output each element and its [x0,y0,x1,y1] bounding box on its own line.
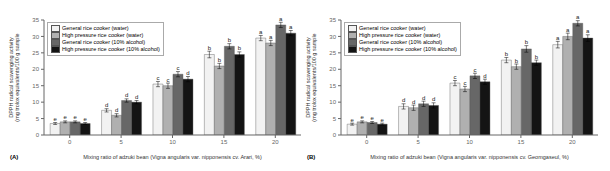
svg-text:b: b [208,45,212,51]
svg-text:10: 10 [466,139,473,145]
html-text:General rice cooker (water): General rice cooker (water) [359,25,426,31]
svg-text:10: 10 [329,99,336,105]
svg-text:c: c [166,77,169,83]
svg-text:20: 20 [329,66,336,72]
svg-text:20: 20 [569,139,576,145]
svg-text:d: d [412,99,415,105]
html-text:High pressure rice cooker (wat: High pressure rice cooker (water) [359,32,441,38]
svg-text:30: 30 [329,34,336,40]
svg-text:a: a [279,16,283,22]
svg-text:b: b [515,58,519,64]
svg-text:10: 10 [169,139,176,145]
svg-text:15: 15 [32,83,39,89]
svg-text:35: 35 [329,17,336,23]
html-text:(B): (B) [307,154,316,160]
svg-text:5: 5 [36,116,40,122]
svg-text:0: 0 [333,132,337,138]
svg-text:a: a [269,34,273,40]
svg-text:e: e [83,116,87,122]
svg-text:a: a [566,27,570,33]
svg-text:a: a [586,28,590,34]
svg-text:10: 10 [32,99,39,105]
svg-text:c: c [463,80,466,86]
svg-text:15: 15 [518,139,525,145]
svg-text:d: d [432,96,435,102]
svg-text:e: e [350,117,354,123]
svg-text:d: d [422,95,425,101]
svg-text:a: a [289,24,293,30]
svg-text:e: e [370,115,374,121]
svg-text:b: b [525,39,529,45]
html-text:General rice cooker (water): General rice cooker (water) [62,25,129,31]
svg-text:30: 30 [32,34,39,40]
svg-text:b: b [535,54,539,60]
html-text:High pressure rice cooker (10%: High pressure rice cooker (10% alcohol) [359,46,457,52]
html-text:High pressure rice cooker (wat: High pressure rice cooker (water) [62,32,144,38]
svg-text:c: c [473,67,476,73]
html-text:General rice cooker (10% alcoh: General rice cooker (10% alcohol) [62,39,146,45]
svg-text:15: 15 [329,83,336,89]
svg-text:Mixing ratio of adzuki bean (V: Mixing ratio of adzuki bean (Vigna angul… [370,154,569,160]
svg-text:25: 25 [32,50,39,56]
svg-text:DPPH radical scavenging activi: DPPH radical scavenging activity(mg trol… [8,33,20,121]
svg-text:b: b [218,57,222,63]
svg-text:0: 0 [365,139,369,145]
svg-text:25: 25 [329,50,336,56]
svg-text:5: 5 [416,139,420,145]
svg-text:0: 0 [68,139,72,145]
svg-text:15: 15 [221,139,228,145]
svg-text:d: d [135,94,138,100]
html-text:(A): (A) [10,154,19,160]
svg-text:d: d [483,73,486,79]
svg-text:d: d [402,97,405,103]
svg-text:a: a [259,29,263,35]
svg-text:c: c [156,75,159,81]
svg-text:a: a [576,14,580,20]
html-text:General rice cooker (10% alcoh: General rice cooker (10% alcohol) [359,39,443,45]
svg-text:e: e [380,117,384,123]
svg-text:b: b [228,37,232,43]
svg-text:5: 5 [119,139,123,145]
svg-text:e: e [360,114,364,120]
svg-text:35: 35 [32,17,39,23]
svg-text:e: e [53,116,57,122]
svg-text:0: 0 [36,132,40,138]
svg-text:d: d [105,102,108,108]
svg-text:a: a [556,35,560,41]
svg-text:c: c [453,74,456,80]
svg-text:b: b [505,51,509,57]
svg-text:e: e [63,114,67,120]
svg-text:d: d [186,70,189,76]
svg-text:20: 20 [32,66,39,72]
svg-text:d: d [125,92,128,98]
svg-text:20: 20 [272,139,279,145]
svg-text:d: d [115,107,118,113]
svg-text:Mixing ratio of adzuki bean (V: Mixing ratio of adzuki bean (Vigna angul… [83,154,262,160]
svg-text:e: e [73,114,77,120]
svg-text:b: b [238,45,242,51]
svg-text:c: c [176,65,179,71]
html-text:High pressure rice cooker (10%: High pressure rice cooker (10% alcohol) [62,46,160,52]
svg-text:DPPH radical scavenging activi: DPPH radical scavenging activity(mg trol… [305,33,317,121]
svg-text:5: 5 [333,116,337,122]
